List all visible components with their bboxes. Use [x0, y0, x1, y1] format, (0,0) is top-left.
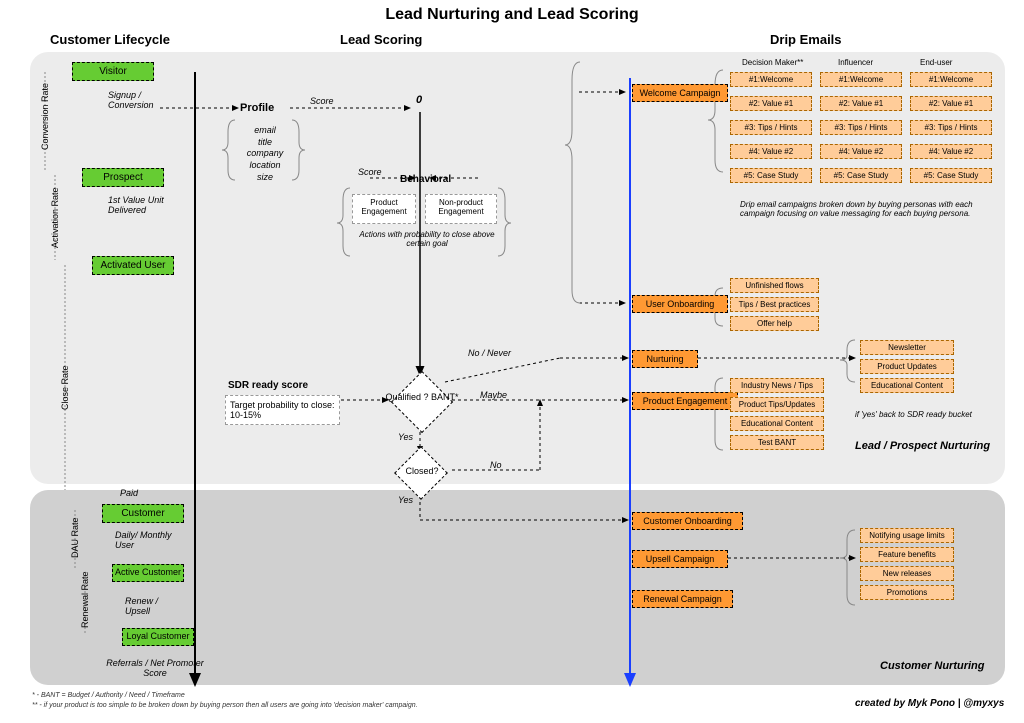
- behavioral-nonproduct: Non-product Engagement: [425, 194, 497, 224]
- col-header-lifecycle: Customer Lifecycle: [50, 32, 170, 47]
- edge-no: No: [490, 460, 502, 470]
- nurture-item-1: Product Updates: [860, 359, 954, 374]
- profile-label: Profile: [240, 102, 274, 114]
- rate-activation: Activation Rate: [50, 187, 60, 248]
- stage-prospect: Prospect: [82, 168, 164, 187]
- transition-daily: Daily/ Monthly User: [115, 530, 185, 550]
- col-header-scoring: Lead Scoring: [340, 32, 422, 47]
- page-title: Lead Nurturing and Lead Scoring: [0, 6, 1024, 24]
- upsell-item-2: New releases: [860, 566, 954, 581]
- sdr-label: SDR ready score: [228, 380, 308, 391]
- sdr-target: Target probability to close: 10-15%: [225, 395, 340, 425]
- transition-renew: Renew / Upsell: [125, 596, 185, 616]
- onboard-item-2: Offer help: [730, 316, 819, 331]
- stage-visitor: Visitor: [72, 62, 154, 81]
- campaign-cust-onboard: Customer Onboarding: [632, 512, 743, 530]
- welcome-email-0-4: #5: Case Study: [730, 168, 812, 183]
- engage-item-0: Industry News / Tips: [730, 378, 824, 393]
- campaign-onboard: User Onboarding: [632, 295, 728, 313]
- welcome-email-1-0: #1:Welcome: [820, 72, 902, 87]
- col-header-drip: Drip Emails: [770, 32, 842, 47]
- profile-items: email title company location size: [240, 125, 290, 183]
- welcome-email-0-2: #3: Tips / Hints: [730, 120, 812, 135]
- edge-yes2: Yes: [398, 495, 413, 505]
- section-customer-nurturing: Customer Nurturing: [880, 660, 985, 672]
- upsell-item-3: Promotions: [860, 585, 954, 600]
- transition-signup: Signup / Conversion: [108, 90, 178, 110]
- engage-item-3: Test BANT: [730, 435, 824, 450]
- persona-header-inf: Influencer: [838, 58, 873, 67]
- stage-customer: Customer: [102, 504, 184, 523]
- persona-header-eu: End-user: [920, 58, 952, 67]
- stage-loyal-customer: Loyal Customer: [122, 628, 194, 646]
- transition-paid: Paid: [120, 488, 138, 498]
- welcome-email-2-2: #3: Tips / Hints: [910, 120, 992, 135]
- welcome-email-0-3: #4: Value #2: [730, 144, 812, 159]
- onboard-item-0: Unfinished flows: [730, 278, 819, 293]
- edge-no-never: No / Never: [468, 348, 511, 358]
- welcome-email-1-4: #5: Case Study: [820, 168, 902, 183]
- footnote-1: * - BANT = Budget / Authority / Need / T…: [32, 692, 185, 699]
- campaign-engage: Product Engagement: [632, 392, 738, 410]
- decision-qualified-label: Qualified ? BANT*: [382, 392, 462, 402]
- edge-yes1: Yes: [398, 432, 413, 442]
- lead-prospect-panel: [30, 52, 1005, 484]
- stage-active-customer: Active Customer: [112, 564, 184, 582]
- nurture-item-0: Newsletter: [860, 340, 954, 355]
- engage-item-2: Educational Content: [730, 416, 824, 431]
- rate-dau: DAU Rate: [70, 517, 80, 558]
- persona-header-dm: Decision Maker**: [742, 58, 803, 67]
- section-lead-nurturing: Lead / Prospect Nurturing: [855, 440, 990, 452]
- nurture-item-2: Educational Content: [860, 378, 954, 393]
- welcome-email-2-4: #5: Case Study: [910, 168, 992, 183]
- transition-referrals: Referrals / Net Promoter Score: [100, 658, 210, 678]
- rate-conversion: Conversion Rate: [40, 83, 50, 150]
- welcome-email-1-1: #2: Value #1: [820, 96, 902, 111]
- score-zero: 0: [416, 94, 422, 106]
- score-label-1: Score: [310, 96, 334, 106]
- behavioral-label: Behavioral: [400, 174, 451, 185]
- welcome-note: Drip email campaigns broken down by buyi…: [740, 200, 990, 218]
- rate-close: Close Rate: [60, 365, 70, 410]
- behavioral-note: Actions with probability to close above …: [352, 230, 502, 248]
- welcome-email-2-3: #4: Value #2: [910, 144, 992, 159]
- rate-renewal: Renewal Rate: [80, 571, 90, 628]
- campaign-renewal: Renewal Campaign: [632, 590, 733, 608]
- engage-note: if 'yes' back to SDR ready bucket: [855, 410, 995, 419]
- campaign-upsell: Upsell Campaign: [632, 550, 728, 568]
- welcome-email-1-3: #4: Value #2: [820, 144, 902, 159]
- upsell-item-0: Notifying usage limits: [860, 528, 954, 543]
- welcome-email-2-1: #2: Value #1: [910, 96, 992, 111]
- stage-activated: Activated User: [92, 256, 174, 275]
- engage-item-1: Product Tips/Updates: [730, 397, 824, 412]
- onboard-item-1: Tips / Best practices: [730, 297, 819, 312]
- credit: created by Myk Pono | @myxys: [855, 698, 1004, 709]
- campaign-welcome: Welcome Campaign: [632, 84, 728, 102]
- decision-closed-label: Closed?: [382, 466, 462, 476]
- welcome-email-0-1: #2: Value #1: [730, 96, 812, 111]
- behavioral-product: Product Engagement: [352, 194, 416, 224]
- welcome-email-0-0: #1:Welcome: [730, 72, 812, 87]
- footnote-2: ** - if your product is too simple to be…: [32, 702, 418, 709]
- welcome-email-2-0: #1:Welcome: [910, 72, 992, 87]
- edge-maybe: Maybe: [480, 390, 507, 400]
- welcome-email-1-2: #3: Tips / Hints: [820, 120, 902, 135]
- campaign-nurture: Nurturing: [632, 350, 698, 368]
- upsell-item-1: Feature benefits: [860, 547, 954, 562]
- transition-valueunit: 1st Value Unit Delivered: [108, 195, 188, 215]
- score-label-2: Score: [358, 167, 382, 177]
